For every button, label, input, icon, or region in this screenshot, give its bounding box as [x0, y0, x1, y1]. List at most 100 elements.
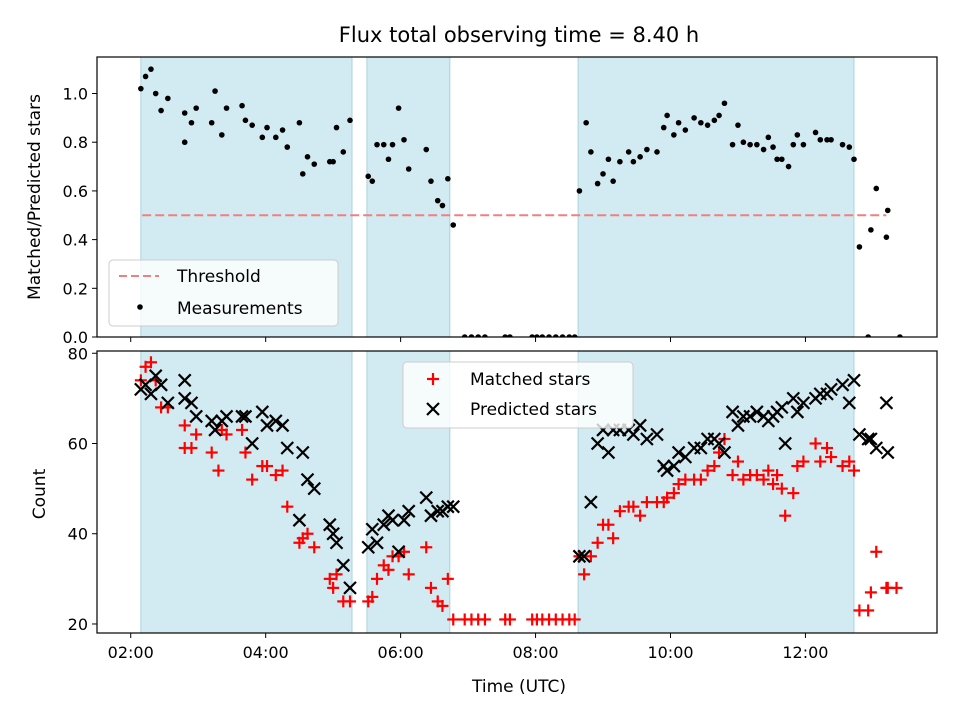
predicted-stars-point-46	[572, 549, 587, 564]
matched-stars-point-7	[178, 419, 191, 432]
measurement-point-13	[223, 105, 230, 111]
matched-stars-point-99	[814, 455, 827, 468]
measurement-point-42	[434, 197, 441, 204]
measurement-point-94	[785, 163, 792, 170]
predicted-stars-point-25	[307, 481, 322, 496]
matched-stars-point-80	[701, 464, 714, 477]
predicted-stars-point-33	[370, 535, 384, 550]
top-y-tick-label-2: 0.4	[63, 231, 88, 250]
measurement-point-62	[588, 149, 594, 155]
predicted-stars-point-95	[879, 396, 894, 410]
predicted-stars-point-47	[577, 549, 591, 564]
measurement-point-19	[272, 134, 279, 141]
top-y-tick-label-1: 0.2	[63, 279, 88, 298]
legend-measurements-label: Measurements	[177, 299, 303, 319]
measurement-point-57	[559, 334, 566, 337]
legend-bottom-frame	[402, 361, 634, 429]
matched-stars-point-10	[205, 446, 218, 459]
matched-stars-point-74	[661, 491, 674, 504]
measurement-point-75	[671, 132, 677, 138]
predicted-stars-point-37	[391, 545, 406, 559]
bottom-observing-window-0	[140, 350, 353, 634]
predicted-stars-point-4	[154, 378, 168, 392]
predicted-stars-point-17	[255, 405, 270, 419]
top-y-tick-label-5: 1.0	[63, 85, 88, 104]
measurement-point-105	[856, 244, 863, 250]
measurement-point-92	[774, 156, 780, 163]
measurement-point-48	[475, 334, 482, 337]
matched-stars-point-101	[825, 451, 838, 464]
matched-stars-point-9	[190, 428, 203, 441]
measurement-point-107	[868, 227, 874, 233]
measurement-point-15	[242, 117, 249, 124]
matched-stars-point-41	[424, 581, 437, 594]
top-observing-window-1	[366, 56, 451, 338]
legend-matched-swatch	[427, 373, 439, 385]
measurement-point-46	[461, 334, 468, 337]
predicted-stars-point-62	[671, 445, 686, 460]
measurement-point-54	[539, 334, 546, 337]
measurement-point-91	[770, 144, 776, 150]
measurement-point-43	[439, 202, 446, 209]
matched-stars-point-39	[402, 568, 415, 581]
measurement-point-78	[691, 115, 697, 121]
x-tick-label-3: 08:00	[512, 643, 558, 662]
predicted-stars-point-83	[796, 396, 811, 410]
measurement-point-53	[534, 334, 540, 337]
predicted-stars-point-3	[148, 369, 163, 383]
matched-stars-point-11	[212, 464, 225, 477]
matched-stars-point-18	[261, 460, 274, 473]
measurement-point-14	[239, 102, 245, 109]
predicted-stars-point-45	[446, 499, 461, 514]
measurement-point-106	[865, 334, 871, 337]
legend-matched-label: Matched stars	[470, 370, 590, 390]
matched-stars-point-76	[672, 478, 685, 491]
matched-stars-point-69	[627, 500, 640, 513]
measurement-point-41	[428, 178, 434, 184]
predicted-stars-point-34	[376, 517, 391, 532]
measurement-point-34	[380, 141, 387, 148]
matched-stars-point-96	[791, 460, 804, 473]
matched-stars-point-91	[767, 478, 780, 491]
measurement-point-28	[333, 124, 340, 131]
measurement-point-108	[873, 185, 880, 192]
matched-stars-point-32	[366, 590, 379, 603]
predicted-stars-point-26	[322, 517, 337, 532]
matched-stars-point-106	[862, 604, 875, 617]
measurement-point-111	[897, 334, 903, 337]
predicted-stars-point-91	[852, 427, 867, 442]
top-axes-frame	[96, 56, 938, 338]
matched-stars-point-75	[667, 487, 680, 500]
predicted-stars-point-14	[235, 409, 249, 424]
predicted-stars-point-44	[441, 499, 455, 514]
predicted-stars-point-40	[419, 490, 434, 505]
top-y-axis-label: Matched/Predicted stars	[25, 94, 45, 300]
bottom-y-axis-label: Count	[30, 468, 50, 519]
measurement-point-6	[181, 139, 188, 146]
measurement-point-52	[529, 334, 535, 337]
legend-predicted-label: Predicted stars	[470, 400, 597, 420]
measurement-point-20	[279, 127, 286, 133]
measurement-point-93	[779, 156, 785, 163]
predicted-stars-point-93	[864, 432, 878, 446]
predicted-stars-point-58	[650, 427, 664, 442]
predicted-stars-point-21	[280, 441, 295, 455]
legend-predicted-swatch	[426, 402, 440, 416]
legend-top-frame	[108, 259, 339, 327]
x-tick-label-5: 12:00	[782, 643, 828, 662]
matched-stars-point-21	[281, 500, 294, 513]
measurement-point-22	[296, 119, 303, 126]
matched-stars-point-111	[890, 581, 903, 594]
matched-stars-point-20	[276, 464, 289, 477]
matched-stars-point-15	[239, 446, 252, 459]
matched-stars-point-102	[836, 460, 849, 473]
ratio-panel: 0.0 0.2 0.4 0.6 0.8 1.0	[63, 56, 938, 347]
matched-stars-point-98	[809, 437, 822, 450]
measurement-point-86	[740, 139, 747, 146]
measurement-point-90	[765, 134, 772, 141]
measurement-point-80	[704, 122, 711, 128]
measurement-point-81	[711, 117, 718, 124]
predicted-stars-point-5	[161, 396, 175, 410]
predicted-stars-point-65	[694, 441, 708, 455]
measurement-point-1	[142, 73, 149, 80]
